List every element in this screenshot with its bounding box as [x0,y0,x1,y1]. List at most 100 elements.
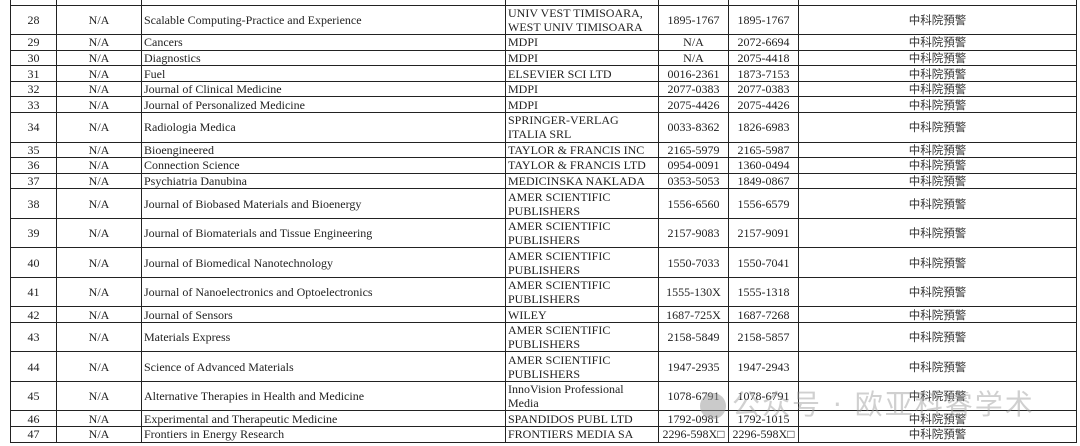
issn-cell: 0353-5053 [658,172,729,190]
publisher-cell: SPANDIDOS PUBL LTD [505,410,659,428]
warning-label-cell: 中科院預警 [798,306,1077,323]
issn-cell: 2158-5849 [658,321,729,353]
eissn-cell: 2072-6694 [728,34,799,51]
table-row: 29 N/A Cancers MDPI N/A 2072-6694 中科院預警 [10,34,1077,51]
row-number-cell: 30 [10,49,57,67]
table-row: 32 N/A Journal of Clinical Medicine MDPI 207… [10,80,1077,98]
category-cell: N/A [56,172,142,190]
table-row: 30 N/A Diagnostics MDPI N/A 2075-4418 中科院預警 [10,49,1077,67]
journal-name-cell: Journal of Sensors [141,306,506,323]
publisher-cell: TAYLOR & FRANCIS INC [505,141,659,159]
row-number-cell: 39 [10,217,57,249]
publisher-cell: TAYLOR & FRANCIS LTD [505,157,659,174]
table-row: 38 N/A Journal of Biobased Materials and B… [10,188,1077,219]
issn-cell: 0016-2361 [658,65,729,82]
row-number-cell: 35 [10,141,57,159]
issn-cell: 1895-1767 [658,4,729,36]
eissn-cell: 2075-4418 [728,49,799,67]
row-number-cell: 43 [10,321,57,353]
warning-label-cell: 中科院預警 [798,351,1077,382]
category-cell: N/A [56,34,142,51]
warning-label-cell: 中科院預警 [798,217,1077,249]
journal-name-cell: Materials Express [141,321,506,353]
eissn-cell: 2075-4426 [728,96,799,114]
eissn-cell: 2296-598X□ [728,426,799,443]
journal-name-cell: Alternative Therapies in Health and Medi… [141,380,506,412]
table-row: 45 N/A Alternative Therapies in Health and… [10,380,1077,412]
row-number-cell: 45 [10,380,57,412]
warning-label-cell: 中科院預警 [798,380,1077,412]
publisher-cell: AMER SCIENTIFIC PUBLISHERS [505,351,659,382]
journal-name-cell: Psychiatria Danubina [141,172,506,190]
issn-cell: 1947-2935 [658,351,729,382]
row-number-cell: 47 [10,426,57,443]
table-row: 40 N/A Journal of Biomedical Nanotechnolog… [10,247,1077,278]
table-row: 42 N/A Journal of Sensors WILEY 1687-725X 168… [10,306,1077,323]
publisher-cell: InnoVision Professional Media [505,380,659,412]
issn-cell: 0954-0091 [658,157,729,174]
row-number-cell: 46 [10,410,57,428]
eissn-cell: 1947-2943 [728,351,799,382]
row-number-cell: 31 [10,65,57,82]
eissn-cell: 1873-7153 [728,65,799,82]
table-row: 36 N/A Connection Science TAYLOR & FRANCIS … [10,157,1077,174]
category-cell: N/A [56,410,142,428]
category-cell: N/A [56,80,142,98]
issn-cell: 2075-4426 [658,96,729,114]
category-cell: N/A [56,351,142,382]
issn-cell: 1550-7033 [658,247,729,278]
category-cell: N/A [56,96,142,114]
issn-cell: 1792-0981 [658,410,729,428]
issn-cell: 1556-6560 [658,188,729,219]
table-row: 31 N/A Fuel ELSEVIER SCI LTD 0016-2361 1873-7… [10,65,1077,82]
issn-cell: N/A [658,34,729,51]
eissn-cell: 1550-7041 [728,247,799,278]
warning-label-cell: 中科院預警 [798,65,1077,82]
table-row: 46 N/A Experimental and Therapeutic Medici… [10,410,1077,428]
warning-label-cell: 中科院預警 [798,410,1077,428]
issn-cell: 2165-5979 [658,141,729,159]
category-cell: N/A [56,157,142,174]
eissn-cell: 1792-1015 [728,410,799,428]
warning-label-cell: 中科院預警 [798,49,1077,67]
table-row: 43 N/A Materials Express AMER SCIENTIFIC PU… [10,321,1077,353]
journal-name-cell: Bioengineered [141,141,506,159]
eissn-cell: 2165-5987 [728,141,799,159]
publisher-cell: MEDICINSKA NAKLADA [505,172,659,190]
table-row: 44 N/A Science of Advanced Materials AMER S… [10,351,1077,382]
category-cell: N/A [56,141,142,159]
row-number-cell: 40 [10,247,57,278]
publisher-cell: AMER SCIENTIFIC PUBLISHERS [505,247,659,278]
row-number-cell: 36 [10,157,57,174]
category-cell: N/A [56,188,142,219]
category-cell: N/A [56,276,142,308]
eissn-cell: 1826-6983 [728,112,799,143]
issn-cell: 1687-725X [658,306,729,323]
warning-label-cell: 中科院預警 [798,34,1077,51]
publisher-cell: SPRINGER-VERLAG ITALIA SRL [505,112,659,143]
table-row: 33 N/A Journal of Personalized Medicine MDP… [10,96,1077,114]
publisher-cell: AMER SCIENTIFIC PUBLISHERS [505,217,659,249]
category-cell: N/A [56,380,142,412]
warning-label-cell: 中科院預警 [798,276,1077,308]
issn-cell: 2296-598X□ [658,426,729,443]
table-row: 39 N/A Journal of Biomaterials and Tissue … [10,217,1077,249]
journal-name-cell: Fuel [141,65,506,82]
category-cell: N/A [56,321,142,353]
journal-name-cell: Radiologia Medica [141,112,506,143]
publisher-cell: ELSEVIER SCI LTD [505,65,659,82]
warning-label-cell: 中科院預警 [798,4,1077,36]
row-number-cell: 42 [10,306,57,323]
category-cell: N/A [56,217,142,249]
eissn-cell: 1895-1767 [728,4,799,36]
category-cell: N/A [56,306,142,323]
publisher-cell: MDPI [505,96,659,114]
warning-label-cell: 中科院預警 [798,188,1077,219]
journal-name-cell: Diagnostics [141,49,506,67]
journal-name-cell: Journal of Nanoelectronics and Optoelect… [141,276,506,308]
eissn-cell: 1360-0494 [728,157,799,174]
issn-cell: 0033-8362 [658,112,729,143]
journal-warning-table: 28 N/A Scalable Computing-Practice and Exp… [10,0,1077,443]
publisher-cell: AMER SCIENTIFIC PUBLISHERS [505,188,659,219]
warning-label-cell: 中科院預警 [798,172,1077,190]
